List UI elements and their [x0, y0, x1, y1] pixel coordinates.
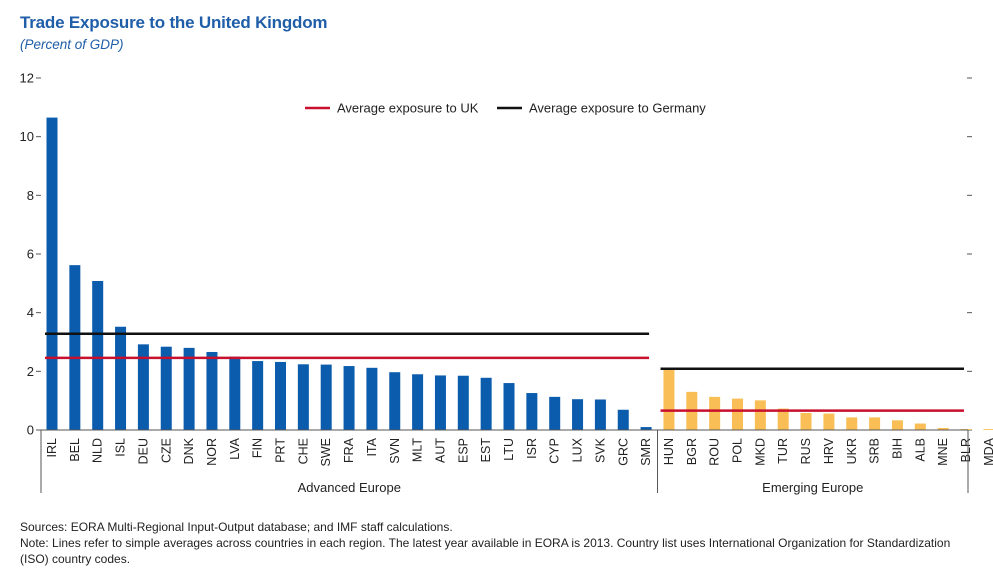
x-tick-label: SRB	[868, 438, 882, 464]
x-tick-label: FRA	[342, 437, 356, 463]
bar-swe	[320, 364, 332, 430]
x-tick-label: GRC	[616, 438, 630, 466]
bar-hrv	[823, 413, 835, 430]
bar-mne	[937, 427, 949, 430]
bar-isl	[115, 326, 127, 430]
bar-che	[297, 364, 309, 430]
x-tick-label: TUR	[776, 438, 790, 464]
bar-smr	[640, 427, 652, 430]
x-tick-label: POL	[731, 438, 745, 463]
x-tick-label: BGR	[685, 438, 699, 465]
bar-isr	[526, 393, 538, 430]
bar-bih	[891, 420, 903, 430]
y-tick-label: 12	[20, 71, 34, 86]
bar-mkd	[754, 400, 766, 430]
x-tick-label: CHE	[296, 438, 310, 464]
bar-ltu	[503, 383, 515, 430]
x-tick-label: MKD	[753, 438, 767, 466]
x-tick-label: DEU	[136, 438, 150, 464]
x-tick-label: FIN	[251, 438, 265, 458]
bar-mda	[983, 429, 993, 430]
x-tick-label: SMR	[639, 438, 653, 466]
bar-deu	[137, 344, 149, 430]
bar-rou	[709, 396, 721, 430]
x-tick-label: BIH	[890, 438, 904, 459]
bar-esp	[457, 375, 469, 430]
x-tick-label: DNK	[182, 437, 196, 464]
y-tick-label: 2	[27, 364, 34, 379]
x-tick-label: LVA	[228, 437, 242, 459]
bar-irl	[46, 117, 58, 430]
group-label: Advanced Europe	[298, 480, 401, 495]
bar-svk	[594, 399, 606, 430]
x-tick-label: LUX	[571, 437, 585, 462]
bar-cyp	[549, 396, 561, 430]
bar-cze	[160, 346, 172, 430]
bar-alb	[914, 423, 926, 430]
x-tick-label: ITA	[365, 437, 379, 456]
bar-fra	[343, 366, 355, 430]
sources-note: Sources: EORA Multi-Regional Input-Outpu…	[20, 520, 453, 534]
footnote: Note: Lines refer to simple averages acr…	[20, 536, 951, 566]
bar-bel	[69, 265, 81, 430]
chart-title: Trade Exposure to the United Kingdom	[20, 13, 328, 32]
x-tick-label: LTU	[502, 438, 516, 461]
y-tick-label: 0	[27, 423, 34, 438]
bar-srb	[869, 417, 881, 430]
bar-pol	[732, 398, 743, 430]
x-tick-label: RUS	[799, 438, 813, 464]
x-tick-label: ALB	[913, 438, 927, 462]
bar-dnk	[183, 347, 195, 430]
x-tick-label: CYP	[548, 438, 562, 464]
bar-est	[480, 377, 492, 430]
x-tick-label: HRV	[822, 437, 836, 464]
x-tick-label: BLR	[959, 438, 973, 462]
legend-label: Average exposure to Germany	[529, 101, 706, 116]
x-tick-label: UKR	[845, 438, 859, 464]
x-tick-label: ISR	[525, 438, 539, 459]
x-tick-label: EST	[479, 438, 493, 463]
x-tick-label: ESP	[456, 438, 470, 463]
y-tick-label: 4	[27, 305, 34, 320]
x-tick-label: IRL	[45, 438, 59, 458]
bar-chart: 0 2 4 6 8 10 12 IRL BEL NLD ISL DEU CZE DNK NOR LVA FIN P…	[20, 71, 993, 495]
bar-lva	[229, 356, 241, 430]
bar-prt	[275, 361, 286, 430]
bar-lux	[572, 399, 584, 430]
legend-label: Average exposure to UK	[337, 101, 479, 116]
bar-ukr	[846, 417, 858, 430]
x-tick-label: SVK	[593, 437, 607, 463]
x-tick-label: PRT	[274, 438, 288, 463]
bar-ita	[366, 367, 378, 430]
bar-hun	[663, 369, 675, 430]
y-tick-label: 6	[27, 247, 34, 262]
x-tick-label: CZE	[159, 438, 173, 463]
x-tick-label: BEL	[68, 438, 82, 462]
bar-fin	[252, 361, 264, 430]
group-label: Emerging Europe	[762, 480, 863, 495]
x-tick-label: NOR	[205, 438, 219, 466]
y-tick-label: 8	[27, 188, 34, 203]
bar-aut	[434, 375, 446, 430]
x-tick-label: MLT	[411, 438, 425, 462]
y-tick-label: 10	[20, 129, 34, 144]
bar-svn	[389, 372, 401, 430]
x-tick-label: MDA	[982, 437, 993, 465]
chart-notes: Sources: EORA Multi-Regional Input-Outpu…	[20, 519, 980, 567]
bar-rus	[800, 412, 812, 430]
bar-nld	[92, 280, 104, 430]
x-tick-label: HUN	[662, 438, 676, 465]
x-tick-label: ISL	[114, 438, 128, 457]
bar-tur	[777, 408, 789, 430]
bar-mlt	[412, 374, 424, 430]
x-tick-label: NLD	[91, 438, 105, 463]
bar-nor	[206, 351, 218, 430]
x-tick-label: SVN	[388, 438, 402, 464]
x-tick-label: ROU	[708, 438, 722, 466]
bar-grc	[617, 409, 629, 430]
x-tick-label: SWE	[319, 438, 333, 466]
x-tick-label: MNE	[936, 438, 950, 466]
x-tick-label: AUT	[433, 438, 447, 463]
chart-subtitle: (Percent of GDP)	[20, 37, 124, 52]
